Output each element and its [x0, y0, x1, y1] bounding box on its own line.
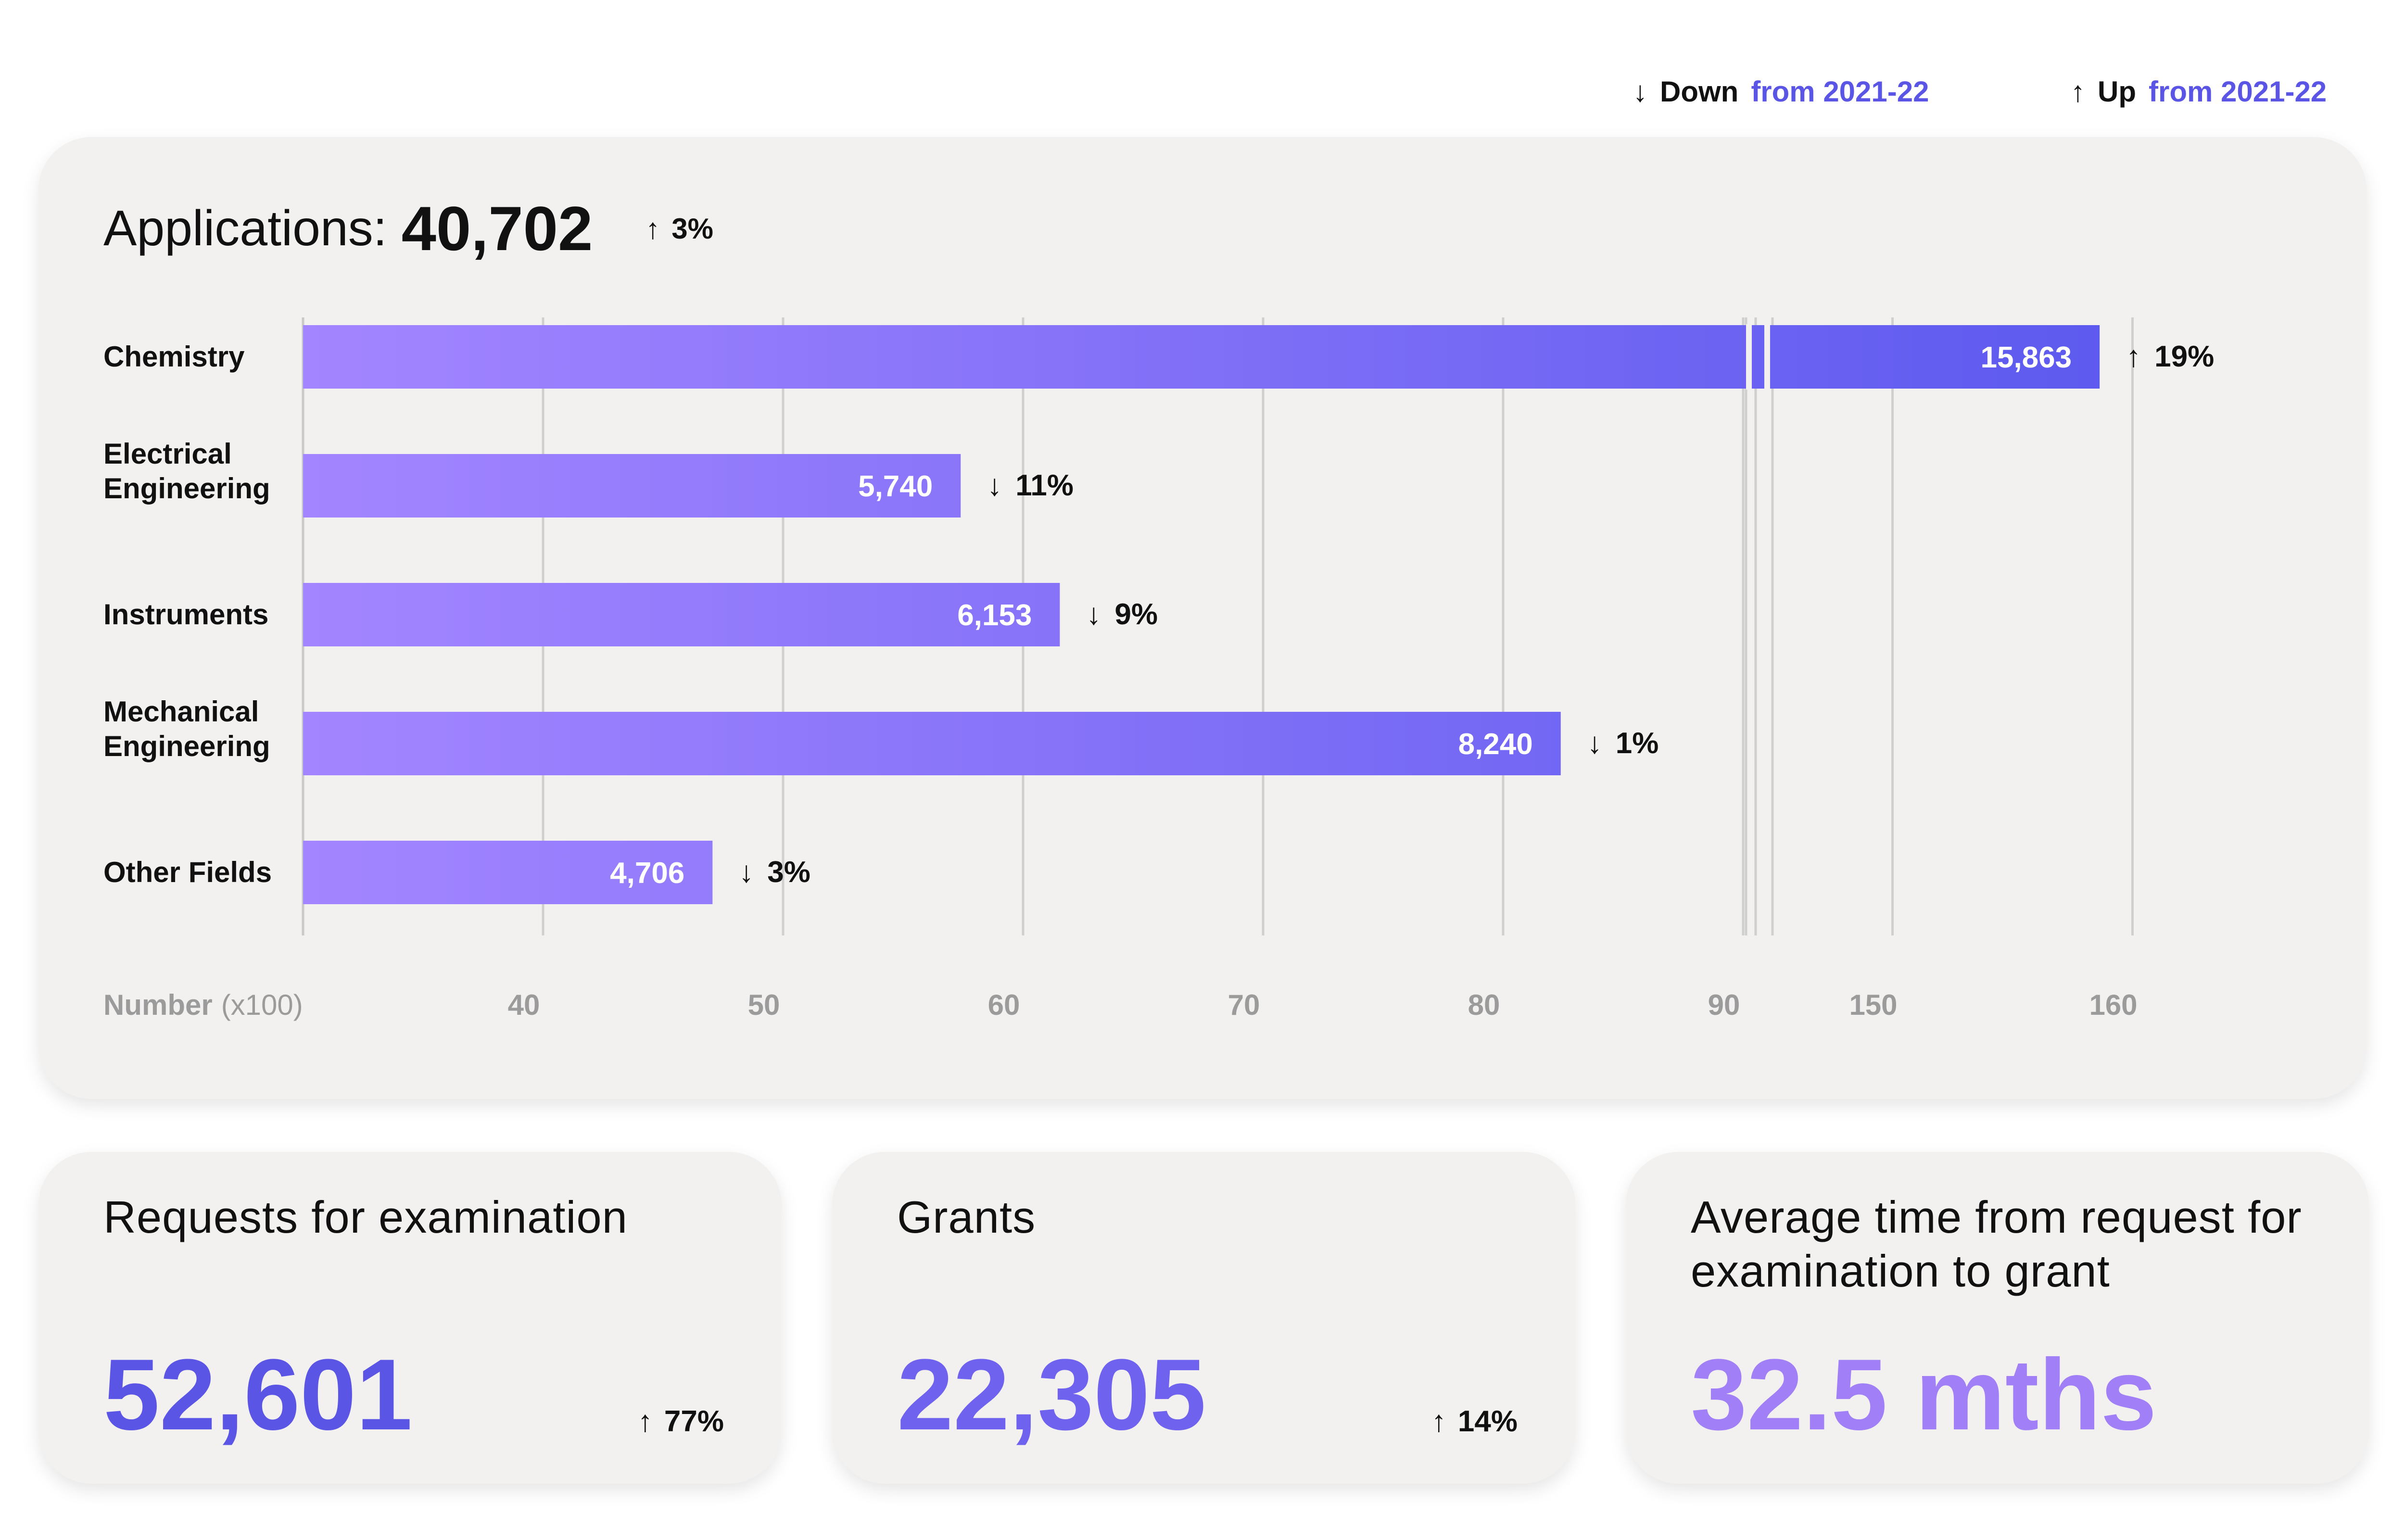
arrow-down-icon: ↓ — [739, 856, 754, 889]
arrow-down-icon: ↓ — [1086, 598, 1101, 631]
requests-change-value: 77% — [664, 1405, 724, 1438]
arrow-down-icon: ↓ — [1587, 727, 1602, 760]
legend-up: ↑ Up from 2021-22 — [2071, 72, 2327, 111]
bar — [303, 712, 1561, 775]
grants-value: 22,305 — [897, 1338, 1206, 1451]
x-tick-label: 50 — [748, 989, 780, 1021]
applications-label: Applications: — [103, 200, 387, 256]
arrow-up-icon: ↑ — [1431, 1405, 1446, 1438]
legend-down: ↓ Down from 2021-22 — [1633, 72, 1929, 111]
requests-card: Requests for examination 52,601 ↑ 77% — [38, 1152, 782, 1484]
bar-value-label: 8,240 — [1458, 728, 1533, 761]
legend-down-word: Down — [1660, 75, 1739, 108]
bar-change-label: ↓ 11% — [987, 469, 1074, 502]
category-label: Mechanical Engineering — [103, 695, 270, 762]
arrow-down-icon: ↓ — [987, 469, 1002, 502]
grants-change: ↑ 14% — [1431, 1404, 1518, 1439]
legend-down-suffix: from 2021-22 — [1751, 75, 1929, 108]
requests-title: Requests for examination — [103, 1192, 628, 1242]
bar — [303, 325, 2100, 389]
requests-value: 52,601 — [103, 1338, 413, 1451]
arrow-down-icon: ↓ — [1633, 75, 1647, 108]
bar-change-label: ↑ 19% — [2126, 340, 2214, 373]
avg-time-title: Average time from request for examinatio… — [1691, 1192, 2302, 1296]
applications-headline: Applications: 40,702 ↑ 3% — [103, 190, 713, 267]
category-label: Chemistry — [103, 341, 245, 373]
x-tick-label: 40 — [508, 989, 540, 1021]
avg-time-card: Average time from request for examinatio… — [1626, 1152, 2369, 1484]
bar — [303, 454, 961, 518]
bar-change-label: ↓ 3% — [739, 856, 810, 889]
bar-break-gap — [1746, 324, 1752, 390]
bar-value-label: 4,706 — [610, 857, 684, 890]
grants-card: Grants 22,305 ↑ 14% — [832, 1152, 1575, 1484]
bar-change-label: ↓ 9% — [1086, 598, 1158, 631]
x-tick-label: 60 — [988, 989, 1020, 1021]
x-tick-label: 150 — [1849, 989, 1897, 1021]
arrow-up-icon: ↑ — [637, 1405, 653, 1438]
arrow-up-icon: ↑ — [2126, 340, 2141, 373]
category-label: Electrical Engineering — [103, 438, 270, 505]
applications-change: ↑ 3% — [646, 212, 713, 245]
bar — [303, 841, 713, 904]
bar-change-label: ↓ 1% — [1587, 727, 1659, 760]
legend-up-word: Up — [2098, 75, 2136, 108]
arrow-up-icon: ↑ — [2071, 75, 2085, 108]
x-axis-title: Number (x100) — [103, 989, 303, 1021]
requests-change: ↑ 77% — [638, 1404, 724, 1439]
x-tick-label: 80 — [1468, 989, 1500, 1021]
bar — [303, 583, 1060, 646]
grants-title: Grants — [897, 1192, 1036, 1242]
bar-break-gap — [1764, 324, 1770, 390]
applications-total: 40,702 — [401, 193, 593, 264]
grants-change-value: 14% — [1457, 1405, 1518, 1438]
category-label: Other Fields — [103, 856, 272, 888]
bar-value-label: 5,740 — [858, 470, 933, 503]
x-tick-label: 160 — [2089, 989, 2137, 1021]
bar-value-label: 6,153 — [957, 599, 1032, 632]
bar-value-label: 15,863 — [1980, 341, 2072, 374]
category-label: Instruments — [103, 598, 268, 631]
avg-time-value: 32.5 mths — [1691, 1338, 2157, 1451]
applications-change-value: 3% — [671, 212, 714, 245]
x-tick-label: 70 — [1228, 989, 1260, 1021]
arrow-up-icon: ↑ — [646, 212, 660, 245]
legend-up-suffix: from 2021-22 — [2148, 75, 2327, 108]
x-tick-label: 90 — [1708, 989, 1740, 1021]
